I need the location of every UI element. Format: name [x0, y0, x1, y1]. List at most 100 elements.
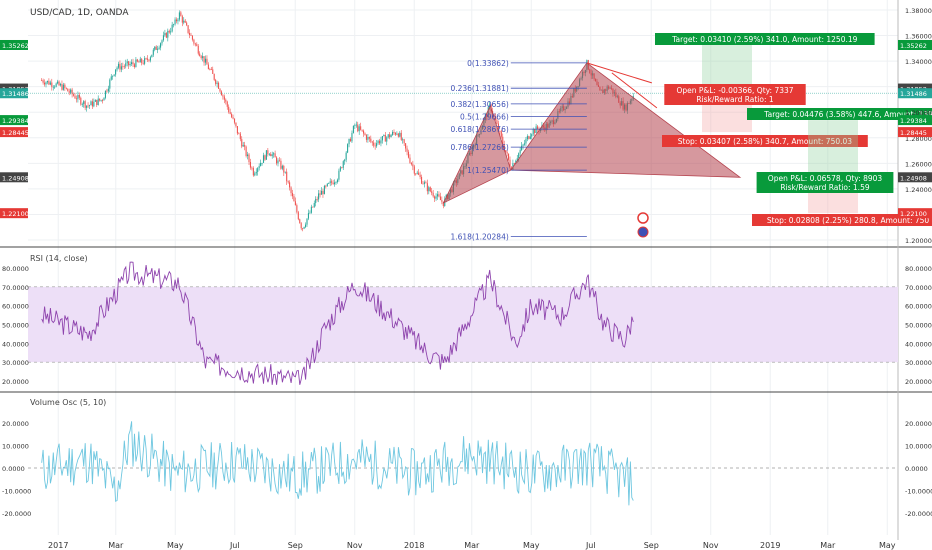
candle-body: [94, 99, 96, 102]
price-tag: [0, 208, 28, 219]
candle-body: [164, 32, 166, 36]
candle-body: [186, 22, 188, 26]
candle-body: [365, 135, 368, 140]
candle-body: [516, 158, 518, 161]
price-tag-label: 1.28445: [2, 129, 29, 137]
candle-body: [289, 182, 291, 188]
candle-body: [255, 171, 257, 174]
candle-body: [306, 218, 308, 225]
long-stop-label-bg: [662, 135, 868, 147]
candle-body: [144, 58, 146, 64]
candle-body: [73, 94, 75, 96]
rsi-tick-label: 30.0000: [2, 359, 29, 367]
volume-osc-tick-label: 20.0000: [905, 420, 932, 428]
fib-level-label: 1(1.25470): [467, 166, 509, 175]
candle-body: [339, 167, 341, 171]
candle-body: [426, 183, 428, 192]
candle-body: [313, 203, 315, 208]
price-tick-label: 1.20000: [905, 237, 932, 245]
time-axis-label: Nov: [347, 541, 363, 550]
candle-body: [422, 183, 424, 185]
rsi-tick-label: 70.0000: [2, 284, 29, 292]
candle-body: [116, 67, 118, 70]
price-tick-label: 1.24000: [905, 186, 932, 194]
flag-icon[interactable]: [637, 226, 649, 238]
trend-line[interactable]: [611, 72, 658, 109]
candle-body: [254, 173, 256, 176]
candle-body: [132, 62, 134, 65]
long-target-zone[interactable]: [702, 44, 752, 89]
candle-body: [506, 151, 508, 154]
short-target-zone[interactable]: [808, 120, 858, 178]
candle-body: [67, 88, 69, 92]
candle-body: [344, 159, 346, 162]
candle-body: [381, 136, 383, 141]
candle-body: [200, 56, 202, 59]
candle-body: [103, 97, 105, 101]
candle-body: [436, 194, 439, 197]
candle-body: [260, 162, 262, 167]
candle-body: [431, 191, 433, 193]
volume-osc-tick-label: -20.0000: [2, 510, 31, 518]
price-tag: [0, 127, 28, 138]
time-axis-label: Jul: [585, 541, 596, 550]
candle-body: [91, 101, 93, 107]
candle-body: [157, 48, 159, 50]
candle-body: [412, 164, 414, 167]
price-tag-label: 1.29384: [2, 117, 29, 125]
candle-body: [216, 82, 218, 84]
candle-body: [107, 88, 109, 92]
candle-body: [126, 61, 128, 64]
candle-body: [58, 81, 60, 86]
candle-body: [252, 168, 254, 176]
rsi-band: [28, 286, 898, 363]
time-axis-label: May: [879, 541, 896, 550]
event-icon[interactable]: [637, 212, 649, 224]
long-open-pnl-label-bg: [664, 84, 806, 105]
candle-body: [109, 79, 111, 89]
candle-body: [93, 101, 95, 107]
long-stop-label: Stop: 0.03407 (2.58%) 340.7, Amount: 750…: [678, 137, 853, 146]
candle-body: [537, 126, 539, 130]
rsi-line: [41, 261, 634, 385]
candle-body: [194, 43, 196, 45]
candle-body: [393, 132, 395, 133]
candle-body: [296, 205, 298, 213]
trend-line[interactable]: [586, 62, 653, 84]
candle-body: [525, 139, 527, 144]
candle-body: [368, 137, 370, 139]
candle-body: [355, 124, 357, 126]
candle-body: [135, 59, 137, 67]
candle-body: [59, 84, 62, 86]
candle-body: [291, 193, 294, 197]
candle-body: [334, 182, 336, 185]
candle-body: [509, 159, 511, 168]
candle-body: [165, 32, 167, 38]
candle-body: [61, 84, 63, 90]
candle-body: [499, 130, 501, 132]
candle-body: [236, 126, 238, 134]
time-axis-label: May: [167, 541, 184, 550]
price-tag-label: 1.22100: [2, 210, 29, 218]
candle-body: [213, 73, 215, 80]
candle-body: [374, 145, 376, 147]
candle-body: [170, 31, 172, 33]
rsi-tick-label: 50.0000: [905, 322, 932, 330]
pattern-triangle-xab[interactable]: [442, 104, 512, 204]
short-stop-label: Stop: 0.02808 (2.25%) 280.8, Amount: 750: [767, 216, 930, 225]
long-target-label-bg: [655, 33, 875, 45]
candle-body: [497, 123, 499, 131]
candle-body: [293, 196, 295, 202]
candle-body: [75, 98, 78, 100]
candle-body: [326, 183, 328, 187]
candle-body: [42, 80, 44, 83]
candle-body: [151, 54, 153, 58]
candle-body: [199, 53, 201, 57]
candle-body: [508, 153, 510, 160]
volume-osc-title: Volume Osc (5, 10): [30, 398, 106, 407]
candle-body: [320, 190, 323, 195]
candle-body: [286, 171, 288, 182]
candle-body: [318, 193, 320, 200]
candle-body: [264, 155, 266, 160]
